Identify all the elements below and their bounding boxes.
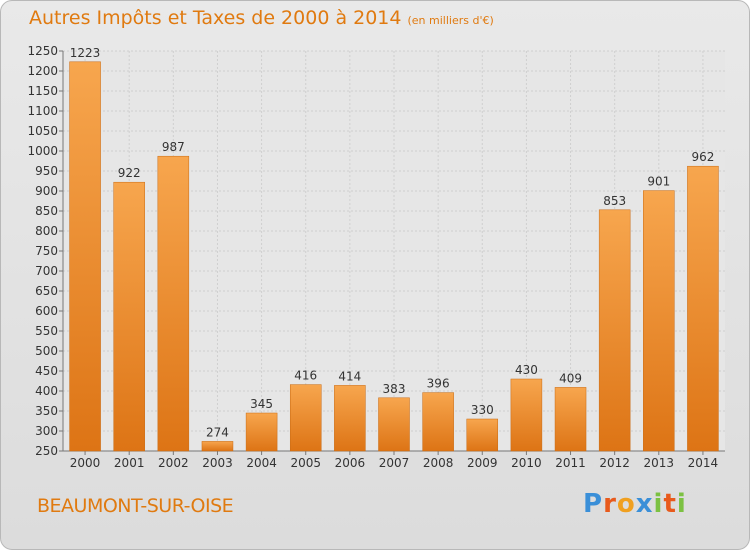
x-tick-label: 2007 [379, 456, 410, 470]
x-tick-label: 2005 [290, 456, 321, 470]
bar-2007 [378, 397, 410, 452]
y-tick-label: 1000 [27, 144, 58, 158]
data-label-2000: 1223 [70, 46, 101, 60]
data-label-2013: 901 [647, 175, 670, 189]
x-tick-label: 2014 [688, 456, 719, 470]
y-tick-label: 850 [35, 204, 58, 218]
x-tick-label: 2010 [511, 456, 542, 470]
chart-title: Autres Impôts et Taxes de 2000 à 2014 (en… [29, 7, 494, 29]
bar-2011 [554, 387, 587, 452]
y-tick-label: 250 [35, 444, 58, 458]
y-tick-label: 700 [35, 264, 58, 278]
y-tick-label: 400 [35, 384, 58, 398]
x-tick-label: 2011 [555, 456, 586, 470]
y-tick-label: 500 [35, 344, 58, 358]
bar-2014 [687, 165, 719, 452]
y-tick-label: 1150 [27, 84, 58, 98]
x-tick-label: 2012 [599, 456, 630, 470]
data-label-2012: 853 [603, 194, 626, 208]
data-label-2004: 345 [250, 397, 273, 411]
x-tick-label: 2000 [70, 456, 101, 470]
x-tick-label: 2013 [644, 456, 675, 470]
y-tick-label: 350 [35, 404, 58, 418]
location-name: BEAUMONT-SUR-OISE [37, 495, 234, 517]
bar-2012 [598, 209, 631, 452]
x-tick-label: 2006 [335, 456, 366, 470]
bar-2013 [643, 190, 675, 452]
y-tick-label: 650 [35, 284, 58, 298]
x-tick-label: 2009 [467, 456, 498, 470]
bar-2003 [201, 441, 234, 452]
bar-2000 [69, 61, 101, 452]
y-tick-label: 1100 [27, 104, 58, 118]
y-tick-label: 950 [35, 164, 58, 178]
bar-2002 [157, 155, 190, 452]
x-tick-label: 2001 [114, 456, 145, 470]
data-label-2009: 330 [471, 403, 494, 417]
y-tick-label: 800 [35, 224, 58, 238]
x-tick-label: 2004 [246, 456, 277, 470]
data-label-2002: 987 [162, 140, 185, 154]
bar-2004 [245, 412, 278, 452]
data-label-2003: 274 [206, 425, 229, 439]
logo-letter: t [663, 489, 677, 519]
proxiti-logo: Proxiti [583, 489, 687, 519]
data-label-2007: 383 [383, 382, 406, 396]
logo-letter: i [653, 489, 664, 519]
bar-2005 [289, 384, 322, 452]
bar-2006 [334, 385, 366, 452]
data-label-2014: 962 [691, 150, 714, 164]
logo-letter: o [616, 489, 636, 519]
logo-letter: r [603, 489, 617, 519]
y-tick-label: 600 [35, 304, 58, 318]
y-tick-label: 1250 [27, 44, 58, 58]
logo-letter: i [676, 489, 687, 519]
chart-title-text: Autres Impôts et Taxes de 2000 à 2014 [29, 7, 402, 29]
y-tick-label: 1050 [27, 124, 58, 138]
logo-letter: P [583, 489, 604, 519]
data-label-2010: 430 [515, 363, 538, 377]
x-tick-label: 2003 [202, 456, 233, 470]
data-label-2006: 414 [338, 369, 361, 383]
data-label-2011: 409 [559, 371, 582, 385]
data-label-2008: 396 [427, 377, 450, 391]
data-label-2001: 922 [118, 166, 141, 180]
bar-2009 [466, 418, 499, 452]
x-tick-label: 2002 [158, 456, 189, 470]
bar-2010 [510, 378, 543, 452]
data-label-2005: 416 [294, 369, 317, 383]
x-tick-label: 2008 [423, 456, 454, 470]
y-tick-label: 450 [35, 364, 58, 378]
y-tick-label: 300 [35, 424, 58, 438]
bar-2008 [422, 392, 454, 452]
y-tick-label: 550 [35, 324, 58, 338]
y-tick-label: 750 [35, 244, 58, 258]
bar-2001 [113, 181, 145, 452]
chart-subtitle: (en milliers d'€) [407, 14, 494, 27]
y-tick-label: 900 [35, 184, 58, 198]
y-tick-label: 1200 [27, 64, 58, 78]
logo-letter: x [635, 489, 654, 519]
